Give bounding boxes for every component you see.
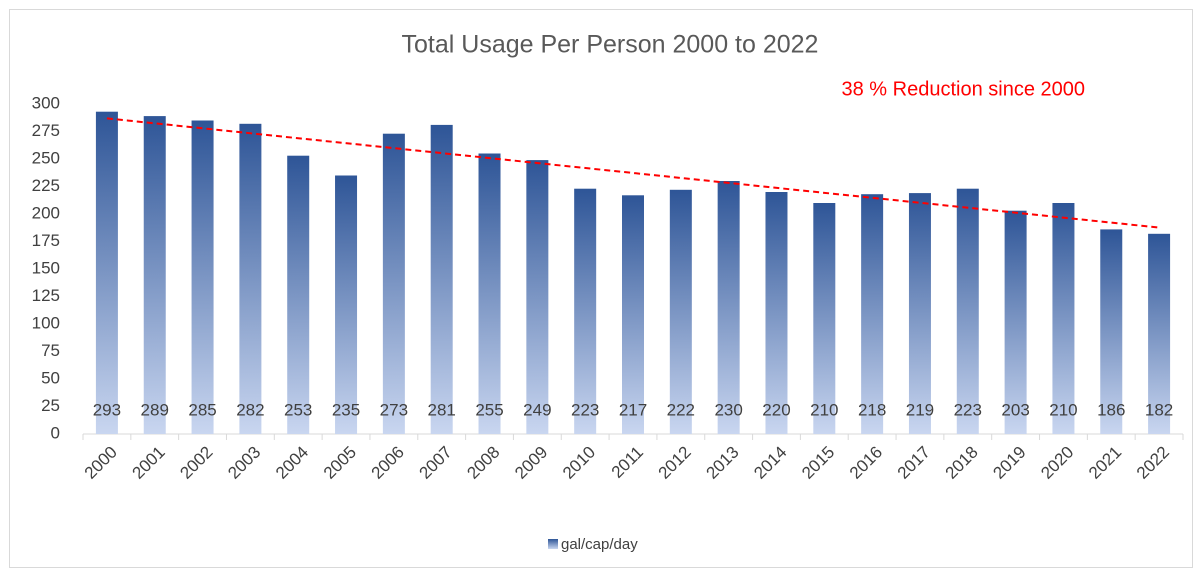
y-tick-label: 275 bbox=[32, 121, 60, 140]
data-label: 253 bbox=[284, 400, 312, 419]
y-tick-label: 0 bbox=[51, 423, 60, 442]
bar bbox=[143, 116, 166, 434]
y-tick-label: 25 bbox=[41, 396, 60, 415]
bar bbox=[956, 188, 979, 434]
data-label: 230 bbox=[714, 400, 742, 419]
data-label: 235 bbox=[332, 400, 360, 419]
data-label: 219 bbox=[906, 400, 934, 419]
bar bbox=[95, 111, 118, 434]
bar bbox=[1100, 229, 1123, 434]
bar bbox=[861, 194, 884, 434]
y-tick-label: 300 bbox=[32, 93, 60, 112]
y-tick-label: 200 bbox=[32, 203, 60, 222]
bar bbox=[335, 175, 358, 434]
data-label: 222 bbox=[667, 400, 695, 419]
data-label: 203 bbox=[1001, 400, 1029, 419]
y-tick-label: 250 bbox=[32, 148, 60, 167]
bar bbox=[717, 181, 740, 434]
bar bbox=[765, 192, 788, 434]
data-label: 223 bbox=[954, 400, 982, 419]
y-tick-label: 125 bbox=[32, 286, 60, 305]
y-tick-label: 50 bbox=[41, 368, 60, 387]
bar bbox=[526, 160, 549, 434]
bar bbox=[574, 188, 597, 434]
data-label: 210 bbox=[810, 400, 838, 419]
data-label: 217 bbox=[619, 400, 647, 419]
chart-title: Total Usage Per Person 2000 to 2022 bbox=[402, 31, 819, 59]
data-label: 223 bbox=[571, 400, 599, 419]
bar bbox=[1004, 210, 1027, 434]
y-tick-label: 150 bbox=[32, 258, 60, 277]
data-label: 210 bbox=[1049, 400, 1077, 419]
bar bbox=[382, 133, 405, 434]
legend-swatch bbox=[548, 539, 558, 549]
bar bbox=[908, 193, 931, 434]
data-label: 186 bbox=[1097, 400, 1125, 419]
data-label: 273 bbox=[380, 400, 408, 419]
bar bbox=[669, 189, 692, 434]
data-label: 249 bbox=[523, 400, 551, 419]
annotation: 38 % Reduction since 2000 bbox=[842, 78, 1086, 100]
bar bbox=[239, 123, 262, 435]
bar bbox=[478, 153, 501, 434]
data-label: 281 bbox=[428, 400, 456, 419]
data-label: 282 bbox=[236, 400, 264, 419]
y-tick-label: 75 bbox=[41, 341, 60, 360]
data-label: 220 bbox=[762, 400, 790, 419]
legend-label: gal/cap/day bbox=[561, 536, 638, 553]
bar bbox=[1052, 203, 1075, 434]
y-tick-label: 100 bbox=[32, 313, 60, 332]
bar bbox=[287, 155, 310, 434]
y-tick-label: 175 bbox=[32, 231, 60, 250]
bar bbox=[191, 120, 214, 434]
bar bbox=[622, 195, 644, 434]
trendline bbox=[106, 117, 1160, 229]
data-label: 289 bbox=[141, 400, 169, 419]
data-label: 182 bbox=[1145, 400, 1173, 419]
data-label: 255 bbox=[475, 400, 503, 419]
data-label: 218 bbox=[858, 400, 886, 419]
y-tick-label: 225 bbox=[32, 176, 60, 195]
data-label: 293 bbox=[93, 400, 121, 419]
bar bbox=[1148, 233, 1171, 434]
data-label: 285 bbox=[188, 400, 216, 419]
bar bbox=[813, 203, 836, 434]
bar bbox=[430, 124, 453, 435]
